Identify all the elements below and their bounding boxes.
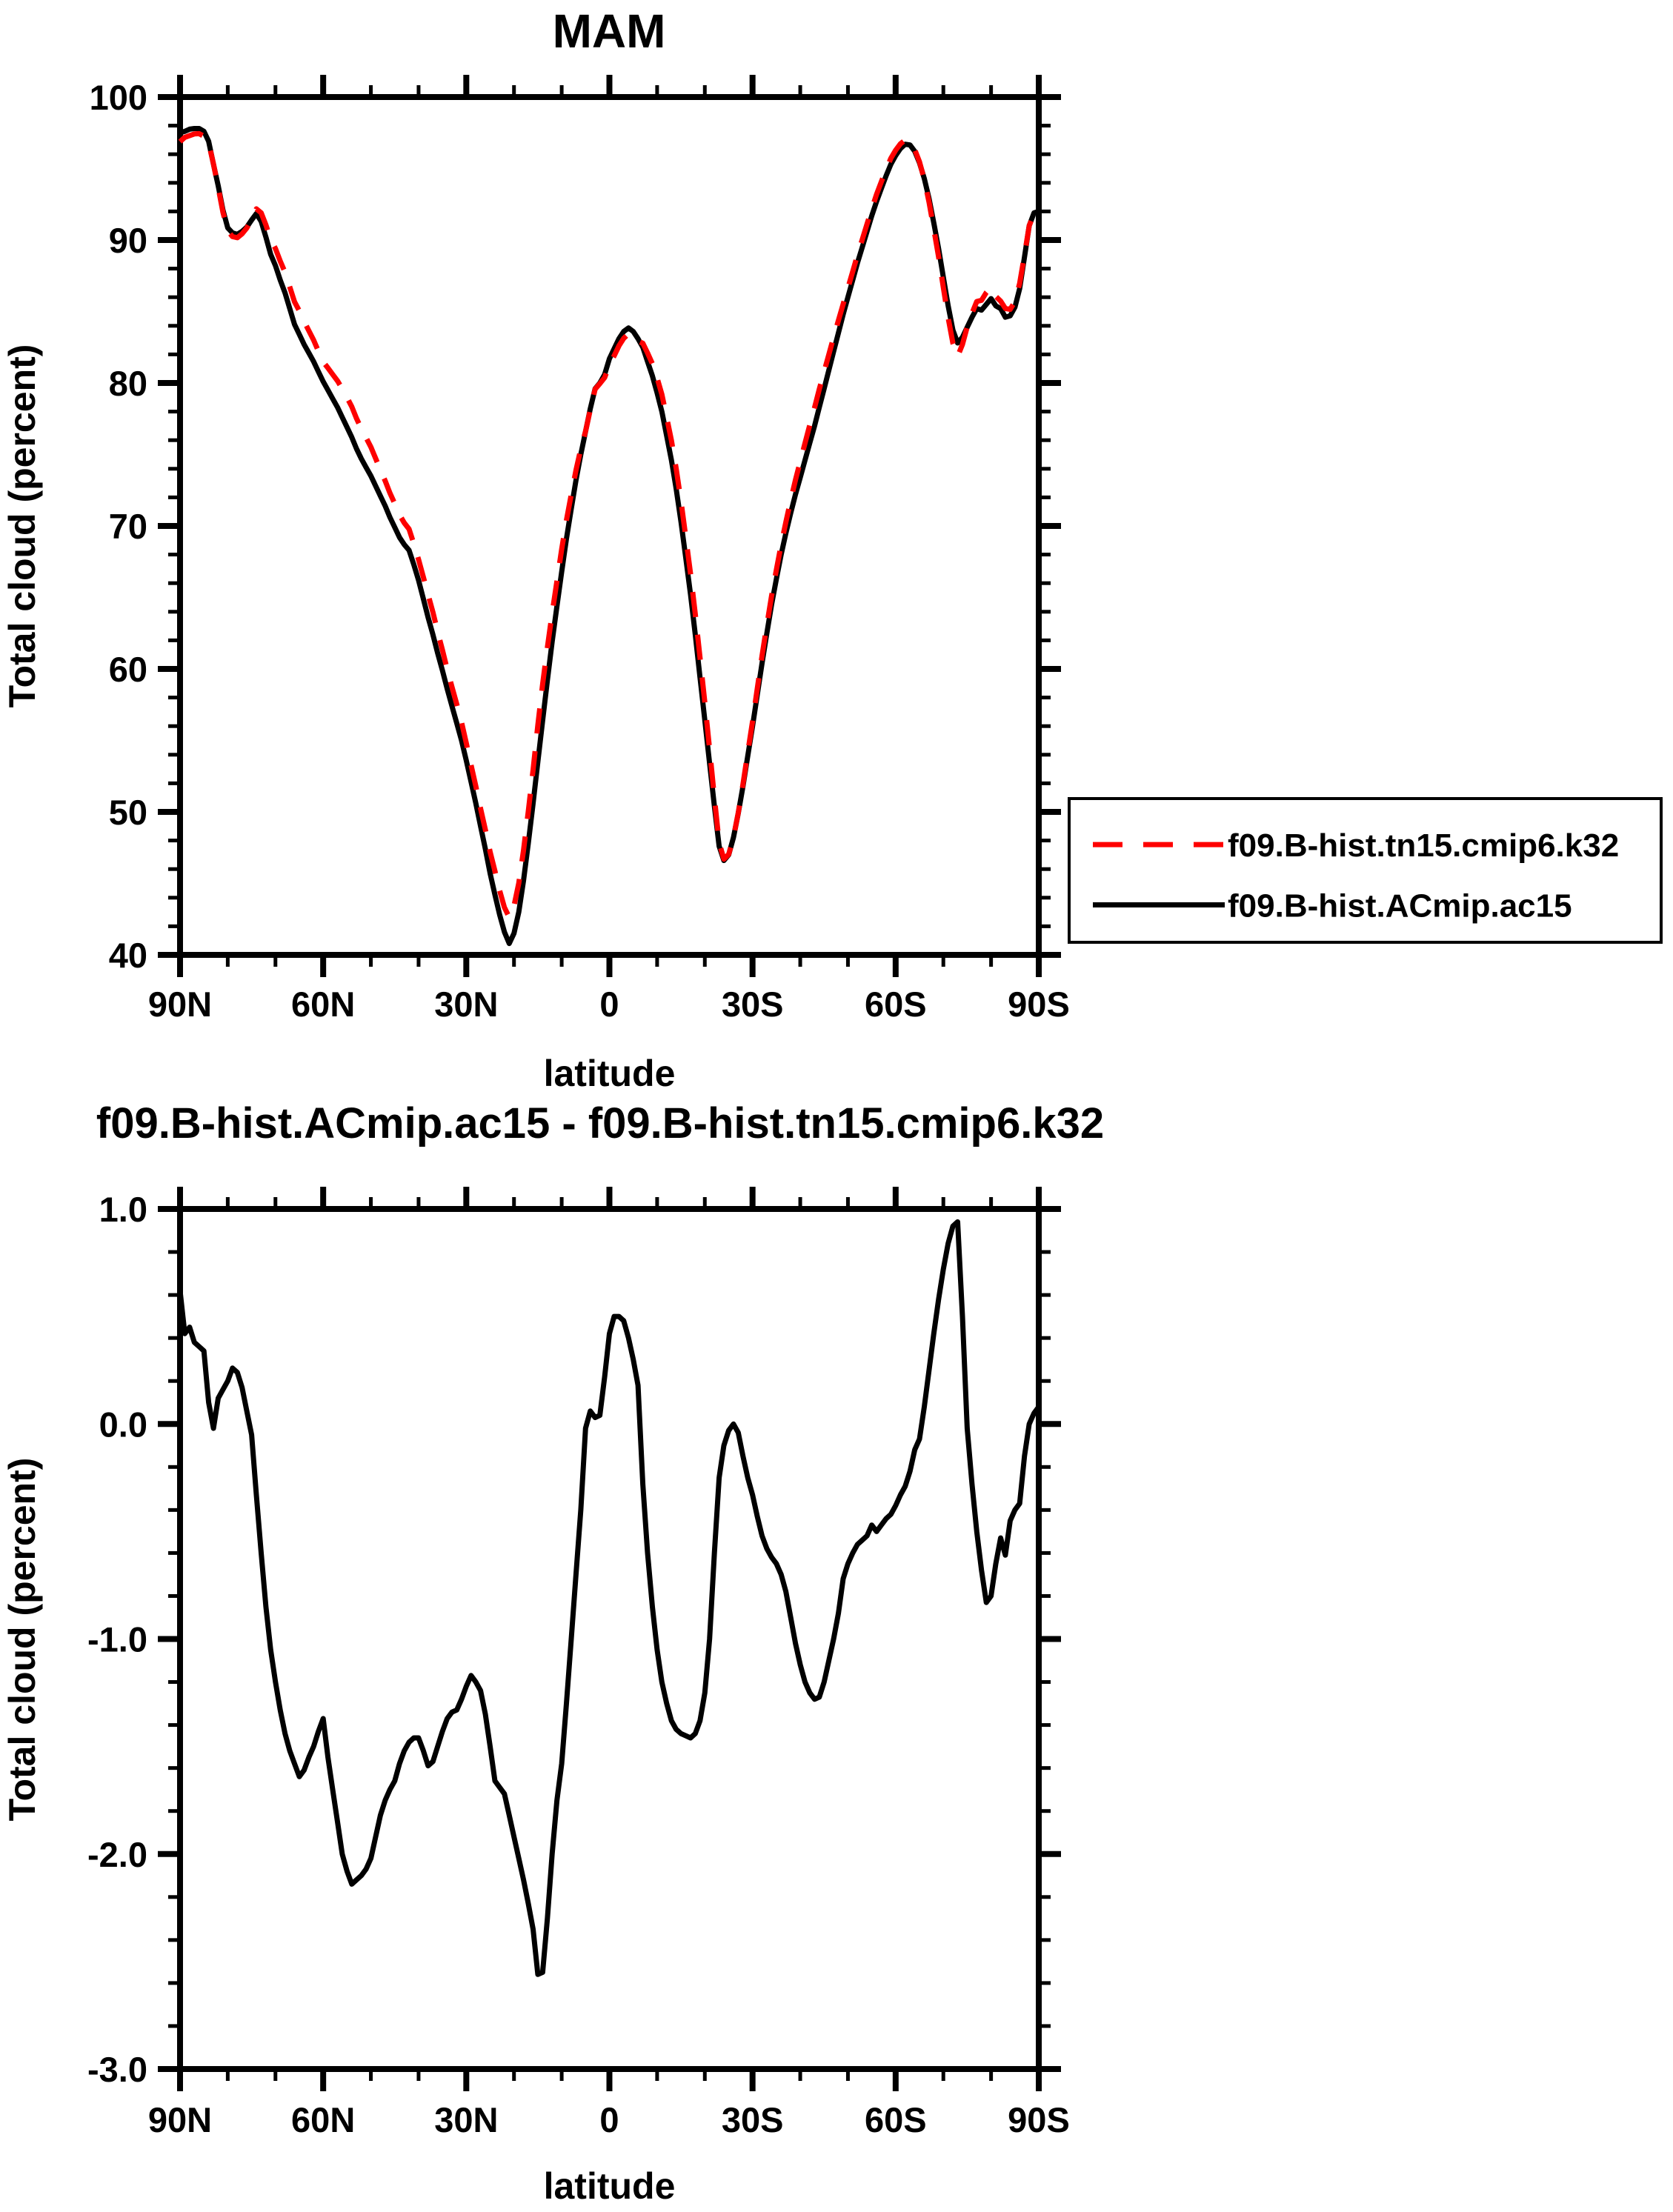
line-difference xyxy=(177,1219,1041,1977)
y-tick-label: 100 xyxy=(90,78,147,117)
y-tick-label: 90 xyxy=(109,221,147,260)
x-tick-label: 90S xyxy=(1008,2100,1070,2139)
plot-frame xyxy=(177,94,1042,958)
x-tick-label: 60S xyxy=(865,2100,927,2139)
x-tick-label: 60S xyxy=(865,985,927,1024)
x-tick-label: 0 xyxy=(599,2100,619,2139)
x-tick-label: 30S xyxy=(722,2100,784,2139)
panel1-curves xyxy=(178,126,1040,947)
y-tick-label: -2.0 xyxy=(87,1835,147,1874)
legend-label-tn15: f09.B-hist.tn15.cmip6.k32 xyxy=(1228,827,1619,864)
y-tick-label: 60 xyxy=(109,650,147,689)
panel2-axes: 90N 60N 30N 0 30S 60S 90S 1.0 0.0 -1.0 -2.0 -3.0 xyxy=(87,1187,1070,2139)
x-tick-label: 30S xyxy=(722,985,784,1024)
y-tick-label: 50 xyxy=(109,793,147,832)
panel1-title: MAM xyxy=(553,4,666,58)
x-tick-label: 90N xyxy=(148,2100,212,2139)
y-tick-label: 40 xyxy=(109,936,147,975)
x-tick-label: 90N xyxy=(148,985,212,1024)
panel-mam: MAM Total cloud (percent) latitude 90N 60… xyxy=(1,4,1663,1094)
y-tick-label: 70 xyxy=(109,507,147,546)
x-tick-label: 30N xyxy=(434,985,498,1024)
y-tick-label: 0.0 xyxy=(99,1405,147,1444)
x-tick-label: 0 xyxy=(599,985,619,1024)
legend-box xyxy=(1068,797,1663,944)
legend-label-acmip: f09.B-hist.ACmip.ac15 xyxy=(1228,888,1572,925)
line-tn15-cmip6-k32 xyxy=(178,130,1040,920)
y-tick-label: 80 xyxy=(109,364,147,403)
x-tick-label: 60N xyxy=(291,985,355,1024)
y-tick-label: 1.0 xyxy=(99,1190,147,1229)
panel2-y-axis-label: Total cloud (percent) xyxy=(1,1458,43,1822)
panel1-axes: 90N 60N 30N 0 30S 60S 90S 100 90 80 70 60 50 40 xyxy=(90,75,1070,1024)
x-tick-label: 60N xyxy=(291,2100,355,2139)
panel1-y-axis-label: Total cloud (percent) xyxy=(1,344,43,708)
panel2-title: f09.B-hist.ACmip.ac15 - f09.B-hist.tn15.… xyxy=(96,1099,1104,1147)
panel2-curves xyxy=(177,1219,1041,1977)
y-tick-label: -3.0 xyxy=(87,2050,147,2089)
line-acmip-ac15 xyxy=(179,126,1040,947)
panel-difference: f09.B-hist.ACmip.ac15 - f09.B-hist.tn15.… xyxy=(1,1099,1104,2207)
panel1-x-axis-label: latitude xyxy=(544,1053,676,1094)
y-tick-label: -1.0 xyxy=(87,1620,147,1659)
panel2-x-axis-label: latitude xyxy=(544,2165,676,2207)
x-tick-label: 30N xyxy=(434,2100,498,2139)
x-tick-label: 90S xyxy=(1008,985,1070,1024)
legend: f09.B-hist.tn15.cmip6.k32 f09.B-hist.ACm… xyxy=(1068,797,1663,944)
